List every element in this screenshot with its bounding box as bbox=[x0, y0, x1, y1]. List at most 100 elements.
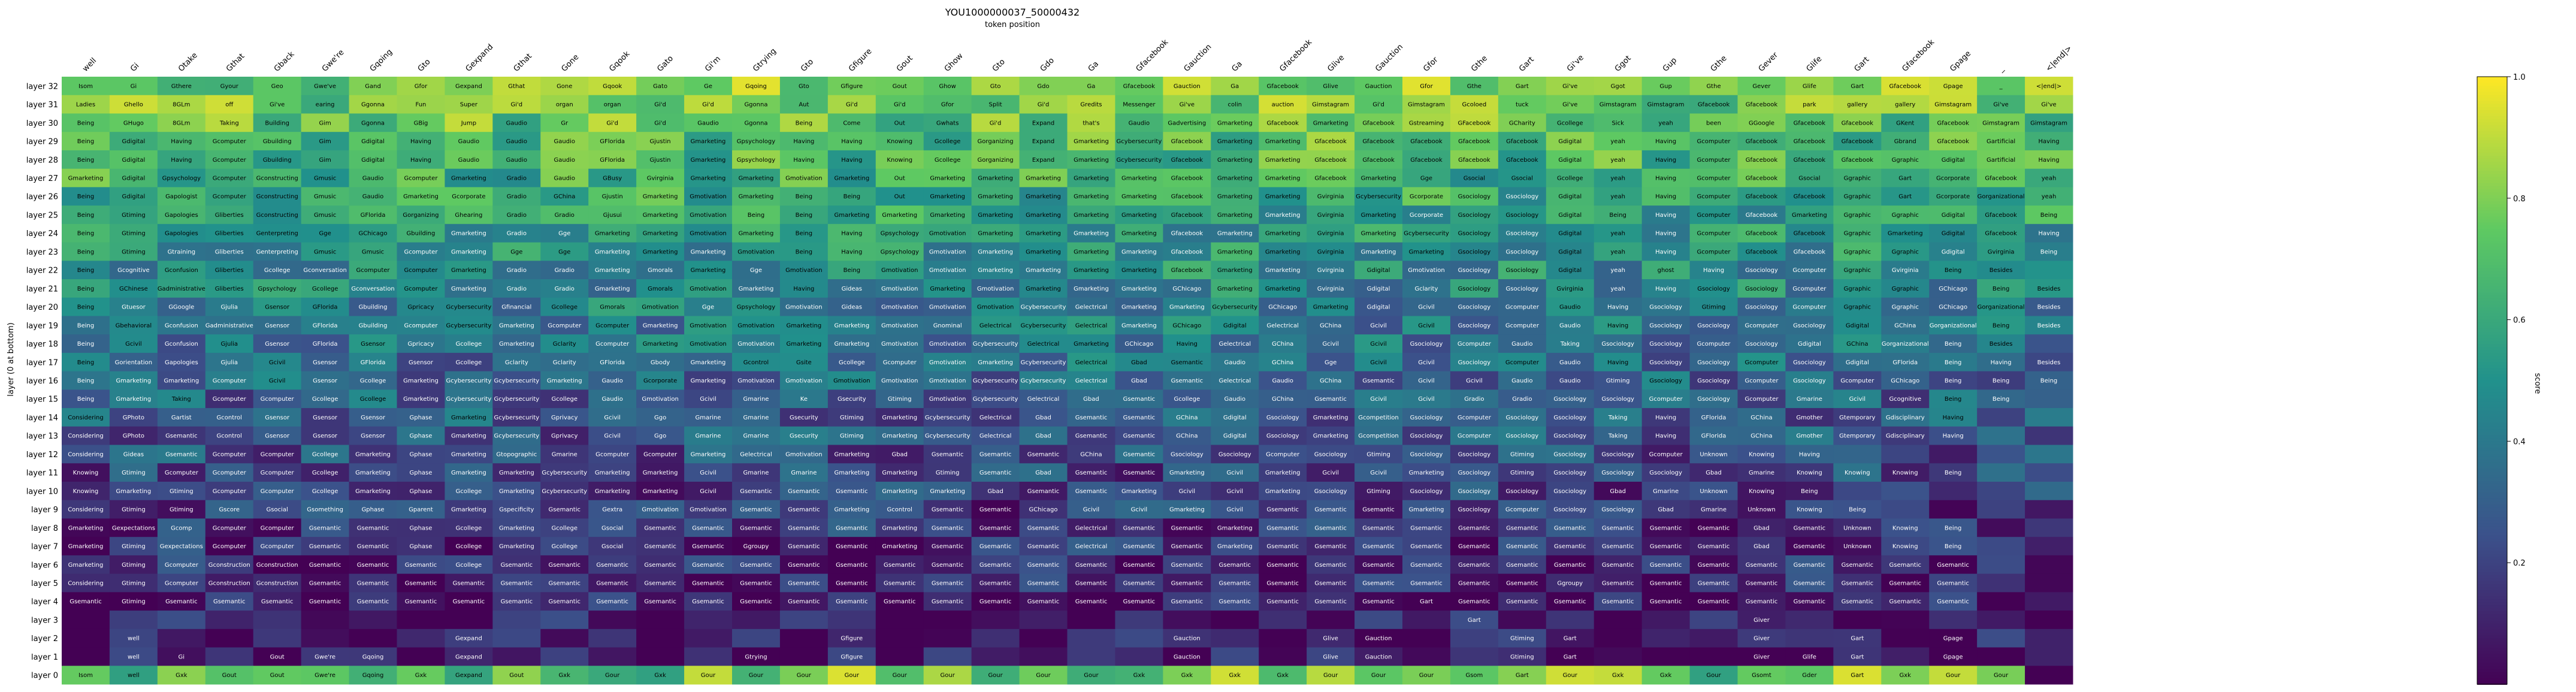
cell-label: Gsemantic bbox=[836, 488, 868, 495]
heatmap-cell bbox=[253, 187, 302, 206]
cell-label: Gcomputer bbox=[883, 359, 917, 366]
x-tick-label: Ga bbox=[1087, 59, 1100, 73]
cell-label: Sick bbox=[1611, 120, 1624, 126]
cell-label: Ggraphic bbox=[1892, 304, 1919, 311]
cell-label: Gsemantic bbox=[1458, 581, 1490, 587]
cell-label: Gcomputer bbox=[261, 543, 295, 550]
cell-label: Gsociology bbox=[1171, 451, 1204, 458]
heatmap-cell bbox=[1354, 168, 1403, 188]
x-tick-label: Gone bbox=[560, 53, 580, 74]
cell-label: Ggraphic bbox=[1844, 212, 1871, 219]
cell-label: Gmotivation bbox=[690, 194, 727, 200]
cell-label: Gmarine bbox=[743, 470, 769, 476]
cell-label: Gcybersecurity bbox=[973, 341, 1018, 347]
cell-label: Gsemantic bbox=[1027, 543, 1060, 550]
cell-label: Gsemantic bbox=[932, 562, 964, 569]
cell-label: Gsociology bbox=[1649, 470, 1682, 476]
cell-label: Gsemantic bbox=[740, 488, 772, 495]
cell-label: Gmarketing bbox=[1169, 507, 1205, 513]
cell-label: Gelectrical bbox=[740, 451, 772, 458]
heatmap-cell bbox=[1737, 77, 1786, 96]
heatmap-cell bbox=[1259, 95, 1307, 114]
cell-label: Gaudio bbox=[1559, 359, 1580, 366]
cell-label: Gtiming bbox=[888, 396, 912, 403]
cell-label: Gmarketing bbox=[739, 231, 774, 237]
cell-label: Out bbox=[894, 120, 905, 126]
heatmap-cell bbox=[732, 206, 781, 225]
heatmap-cell bbox=[1689, 187, 1738, 206]
heatmap-cell bbox=[1498, 132, 1547, 151]
cell-label: Gxk bbox=[1660, 672, 1672, 679]
cell-label: Gdigital bbox=[1942, 249, 1965, 255]
cell-label: GChina bbox=[1320, 322, 1341, 329]
heatmap-cell bbox=[779, 628, 829, 648]
cell-label: Gauction bbox=[1174, 83, 1201, 90]
cell-label: Gcollege bbox=[456, 525, 482, 531]
cell-label: Gsemantic bbox=[1650, 543, 1682, 550]
heatmap-cell bbox=[1019, 150, 1068, 170]
cell-label: Gmarketing bbox=[1217, 157, 1253, 164]
cell-label: Gaudio bbox=[362, 194, 383, 200]
cell-label: Gsemantic bbox=[1219, 562, 1251, 569]
cell-label: Gcivil bbox=[125, 341, 142, 347]
cell-label: Gmarketing bbox=[691, 267, 726, 274]
cell-label: Gcybersecurity bbox=[446, 396, 492, 403]
cell-label: Gcollege bbox=[551, 396, 578, 403]
cell-label: Gsemantic bbox=[692, 599, 724, 605]
cell-label: Having bbox=[1655, 157, 1676, 164]
cell-label: Gartificial bbox=[1987, 138, 2015, 145]
heatmap-cell bbox=[109, 95, 158, 114]
heatmap-cell bbox=[1402, 77, 1451, 96]
heatmap-cell bbox=[62, 150, 110, 170]
heatmap-cell bbox=[1019, 132, 1068, 151]
cell-label: Gbehavioral bbox=[116, 322, 152, 329]
cell-label: Taking bbox=[171, 396, 191, 403]
heatmap-cell bbox=[1785, 77, 1834, 96]
cell-label: Being bbox=[1993, 396, 2009, 403]
cell-label: Gmarketing bbox=[930, 488, 965, 495]
cell-label: Gsemantic bbox=[1075, 581, 1108, 587]
cell-label: Gdo bbox=[1037, 83, 1049, 90]
cell-label: Gcybersecurity bbox=[1117, 138, 1162, 145]
cell-label: Gaudio bbox=[1129, 120, 1150, 126]
cell-label: Gmarketing bbox=[834, 507, 869, 513]
x-tick-label: Gfacebook bbox=[1278, 38, 1314, 74]
cell-label: Being bbox=[1945, 396, 1961, 403]
cell-label: Gmarketing bbox=[1074, 286, 1109, 292]
cell-label: Gsemantic bbox=[1362, 507, 1395, 513]
cell-label: Gcivil bbox=[269, 378, 286, 385]
heatmap-cell bbox=[1211, 206, 1259, 225]
cell-label: Gcomputer bbox=[595, 341, 630, 347]
cell-label: Gfacebook bbox=[1506, 157, 1538, 164]
cell-label: Gapologies bbox=[165, 212, 198, 219]
cell-label: Gsociology bbox=[1506, 286, 1539, 292]
heatmap-cell bbox=[1259, 77, 1307, 96]
cell-label: GChicago bbox=[1268, 304, 1297, 311]
cell-label: Gorganizational bbox=[1978, 194, 2025, 200]
heatmap-cell bbox=[2025, 463, 2073, 482]
cell-label: Gdigital bbox=[122, 138, 145, 145]
cell-label: Gorganizational bbox=[1930, 322, 1977, 329]
cell-label: Gvirginia bbox=[1317, 194, 1344, 200]
cell-label: Being bbox=[77, 322, 94, 329]
heatmap-cell bbox=[1546, 132, 1595, 151]
cell-label: Gup bbox=[1659, 83, 1671, 90]
heatmap-cell bbox=[301, 611, 350, 630]
cell-label: GGoogle bbox=[168, 304, 194, 311]
cell-label: Having bbox=[1655, 176, 1676, 182]
cell-label: Gelectrical bbox=[1075, 304, 1108, 311]
cell-label: Gconstructing bbox=[256, 194, 298, 200]
cell-label: GChicago bbox=[1029, 507, 1058, 513]
cell-label: Knowing bbox=[1892, 543, 1918, 550]
heatmap-cell bbox=[636, 206, 685, 225]
cell-label: Gorganizational bbox=[1978, 304, 2025, 311]
cell-label: well bbox=[128, 672, 140, 679]
cell-label: Gsemantic bbox=[692, 525, 724, 531]
heatmap-cell bbox=[1211, 113, 1259, 132]
cell-label: GChina bbox=[1272, 359, 1293, 366]
cell-label: Jump bbox=[461, 120, 476, 126]
cell-label: Gcomputer bbox=[1744, 378, 1779, 385]
colorbar-tick-label: 1.0 bbox=[2513, 73, 2526, 82]
cell-label: Gaudio bbox=[1559, 304, 1580, 311]
cell-label: Gcivil bbox=[1370, 341, 1387, 347]
